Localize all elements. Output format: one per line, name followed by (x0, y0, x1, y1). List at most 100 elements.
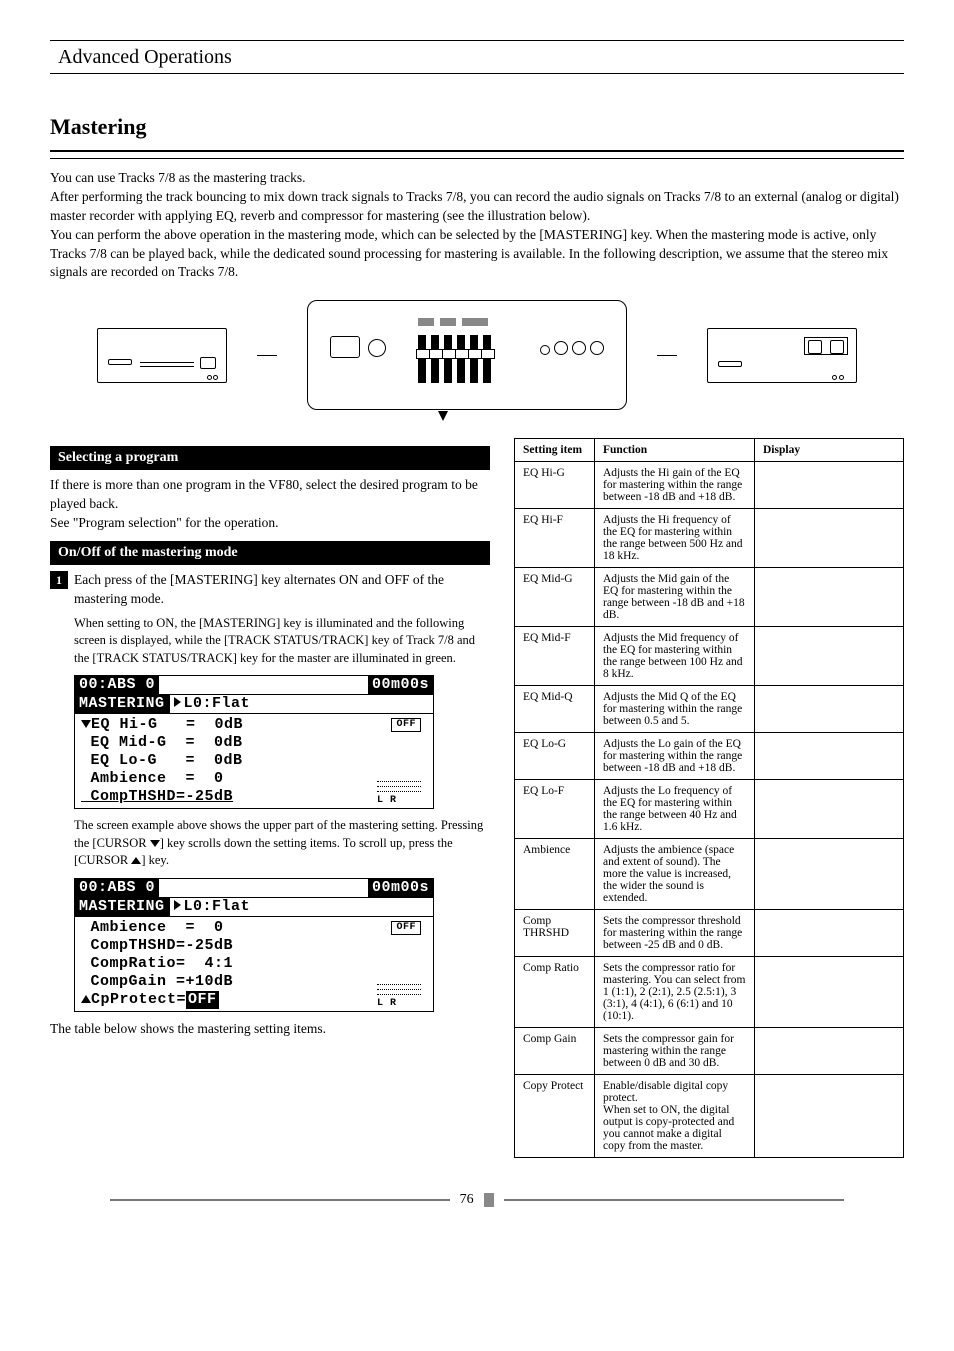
table-cell-display (755, 627, 904, 686)
sub1k3: [TRACK STATUS/TRACK] (92, 651, 237, 665)
settings-table: Setting item Function Display EQ Hi-GAdj… (514, 438, 904, 1158)
chapter-title: Advanced Operations (50, 40, 904, 74)
table-row: EQ Hi-GAdjusts the Hi gain of the EQ for… (515, 462, 904, 509)
sub1d: key for the master are illuminated in gr… (237, 651, 456, 665)
table-row: Comp RatioSets the compressor ratio for … (515, 957, 904, 1028)
table-cell-item: Comp Ratio (515, 957, 595, 1028)
lcd1-l4: Ambience = 0 (91, 770, 224, 787)
sub1a: When setting to ON, the (74, 616, 199, 630)
select-see: See " (50, 515, 78, 530)
table-cell-display (755, 1028, 904, 1075)
table-cell-item: Comp THRSHD (515, 910, 595, 957)
table-cell-function: Sets the compressor threshold for master… (595, 910, 755, 957)
table-cell-item: EQ Mid-G (515, 568, 595, 627)
table-row: EQ Mid-GAdjusts the Mid gain of the EQ f… (515, 568, 904, 627)
intro-block: You can use Tracks 7/8 as the mastering … (50, 169, 904, 282)
table-cell-display (755, 1075, 904, 1158)
table-cell-display (755, 957, 904, 1028)
table-cell-display (755, 509, 904, 568)
scroll-k1: [CURSOR (92, 836, 149, 850)
step-1-text: Each press of the [MASTERING] key altern… (74, 571, 490, 609)
lcd2-l1: Ambience = 0 (91, 919, 224, 936)
step1a: Each press of the (74, 572, 170, 587)
table-cell-display (755, 839, 904, 910)
step1-key: [MASTERING] (170, 572, 258, 587)
table-h1: Setting item (515, 439, 595, 462)
table-cell-item: EQ Mid-F (515, 627, 595, 686)
cursor-down-icon (150, 840, 160, 847)
table-cell-function: Adjusts the Lo gain of the EQ for master… (595, 733, 755, 780)
down-arrow-icon (81, 720, 91, 728)
table-cell-display (755, 686, 904, 733)
left-column: Selecting a program If there is more tha… (50, 438, 490, 1044)
table-cell-display (755, 780, 904, 839)
scroll-k2: [CURSOR (74, 853, 131, 867)
lcd2-l3: CompRatio= 4:1 (91, 955, 234, 972)
two-column-layout: Selecting a program If there is more tha… (50, 438, 904, 1158)
lcd1-topright: 00m00s (368, 676, 433, 694)
table-cell-function: Adjusts the Lo frequency of the EQ for m… (595, 780, 755, 839)
scroll-para: The screen example above shows the upper… (74, 817, 490, 870)
lcd2-topright: 00m00s (368, 879, 433, 897)
table-cell-item: EQ Mid-Q (515, 686, 595, 733)
table-row: EQ Lo-FAdjusts the Lo frequency of the E… (515, 780, 904, 839)
scroll-c: ] key. (141, 853, 169, 867)
step-number: 1 (50, 571, 68, 589)
lcd2-lr: L R (377, 998, 397, 1009)
illustration (50, 300, 904, 410)
table-cell-function: Adjusts the Mid gain of the EQ for maste… (595, 568, 755, 627)
table-h2: Function (595, 439, 755, 462)
lcd2-l2: CompTHSHD=-25dB (91, 937, 234, 954)
select-see-end: " for the operation. (176, 515, 278, 530)
table-cell-item: Ambience (515, 839, 595, 910)
table-cell-item: Comp Gain (515, 1028, 595, 1075)
table-cell-function: Adjusts the Hi gain of the EQ for master… (595, 462, 755, 509)
table-row: Copy ProtectEnable/disable digital copy … (515, 1075, 904, 1158)
table-row: AmbienceAdjusts the ambience (space and … (515, 839, 904, 910)
page-footer: 76 (50, 1190, 904, 1208)
section-onoff-header: On/Off of the mastering mode (50, 541, 490, 565)
table-cell-display (755, 568, 904, 627)
table-cell-display (755, 462, 904, 509)
lcd2-preset: L0:Flat (184, 898, 251, 915)
lcd1-l3: EQ Lo-G = 0dB (91, 752, 243, 769)
lcd1-l5: CompTHSHD=-25dB (91, 788, 234, 805)
table-cell-function: Sets the compressor ratio for mastering.… (595, 957, 755, 1028)
intro-p3a: You can perform the above operation in t… (50, 227, 539, 242)
page-number: 76 (460, 1192, 474, 1208)
section-select-program-header: Selecting a program (50, 446, 490, 470)
table-row: EQ Mid-FAdjusts the Mid frequency of the… (515, 627, 904, 686)
lcd1-off-badge: OFF (391, 718, 421, 732)
lcd2-l5a: CpProtect= (91, 991, 186, 1008)
select-para-text: If there is more than one program in the… (50, 477, 478, 511)
table-row: EQ Hi-FAdjusts the Hi frequency of the E… (515, 509, 904, 568)
intro-p1: You can use Tracks 7/8 as the mastering … (50, 169, 904, 188)
lcd2-l4: CompGain =+10dB (91, 973, 234, 990)
lcd2-l5b: OFF (186, 991, 219, 1009)
lcd2-header: MASTERING (75, 898, 169, 916)
select-para: If there is more than one program in the… (50, 476, 490, 533)
table-cell-item: EQ Lo-G (515, 733, 595, 780)
table-cell-item: EQ Hi-F (515, 509, 595, 568)
table-cell-display (755, 910, 904, 957)
intro-p3: You can perform the above operation in t… (50, 226, 904, 283)
page-marker-icon (484, 1193, 495, 1207)
lcd1-header: MASTERING (75, 695, 169, 713)
table-cell-function: Sets the compressor gain for mastering w… (595, 1028, 755, 1075)
intro-key: [MASTERING] (539, 227, 627, 242)
table-row: Comp GainSets the compressor gain for ma… (515, 1028, 904, 1075)
step-1-subtext: When setting to ON, the [MASTERING] key … (74, 615, 490, 668)
lcd1-topleft: 00:ABS 0 (75, 676, 159, 694)
step-1: 1 Each press of the [MASTERING] key alte… (50, 571, 490, 609)
lcd2-meter: L R (377, 984, 421, 1009)
main-unit-icon (307, 300, 627, 410)
lcd1-lr: L R (377, 795, 397, 806)
table-row: EQ Mid-QAdjusts the Mid Q of the EQ for … (515, 686, 904, 733)
table-cell-function: Adjusts the Hi frequency of the EQ for m… (595, 509, 755, 568)
lcd-screen-2: 00:ABS 0 00m00s MASTERING L0:Flat OFF L … (74, 878, 434, 1012)
table-cell-item: EQ Lo-F (515, 780, 595, 839)
divider-thick (50, 150, 904, 152)
select-ref: Program selection (78, 515, 176, 530)
table-cell-function: Adjusts the ambience (space and extent o… (595, 839, 755, 910)
chapter-title-text: Advanced Operations (58, 46, 232, 68)
